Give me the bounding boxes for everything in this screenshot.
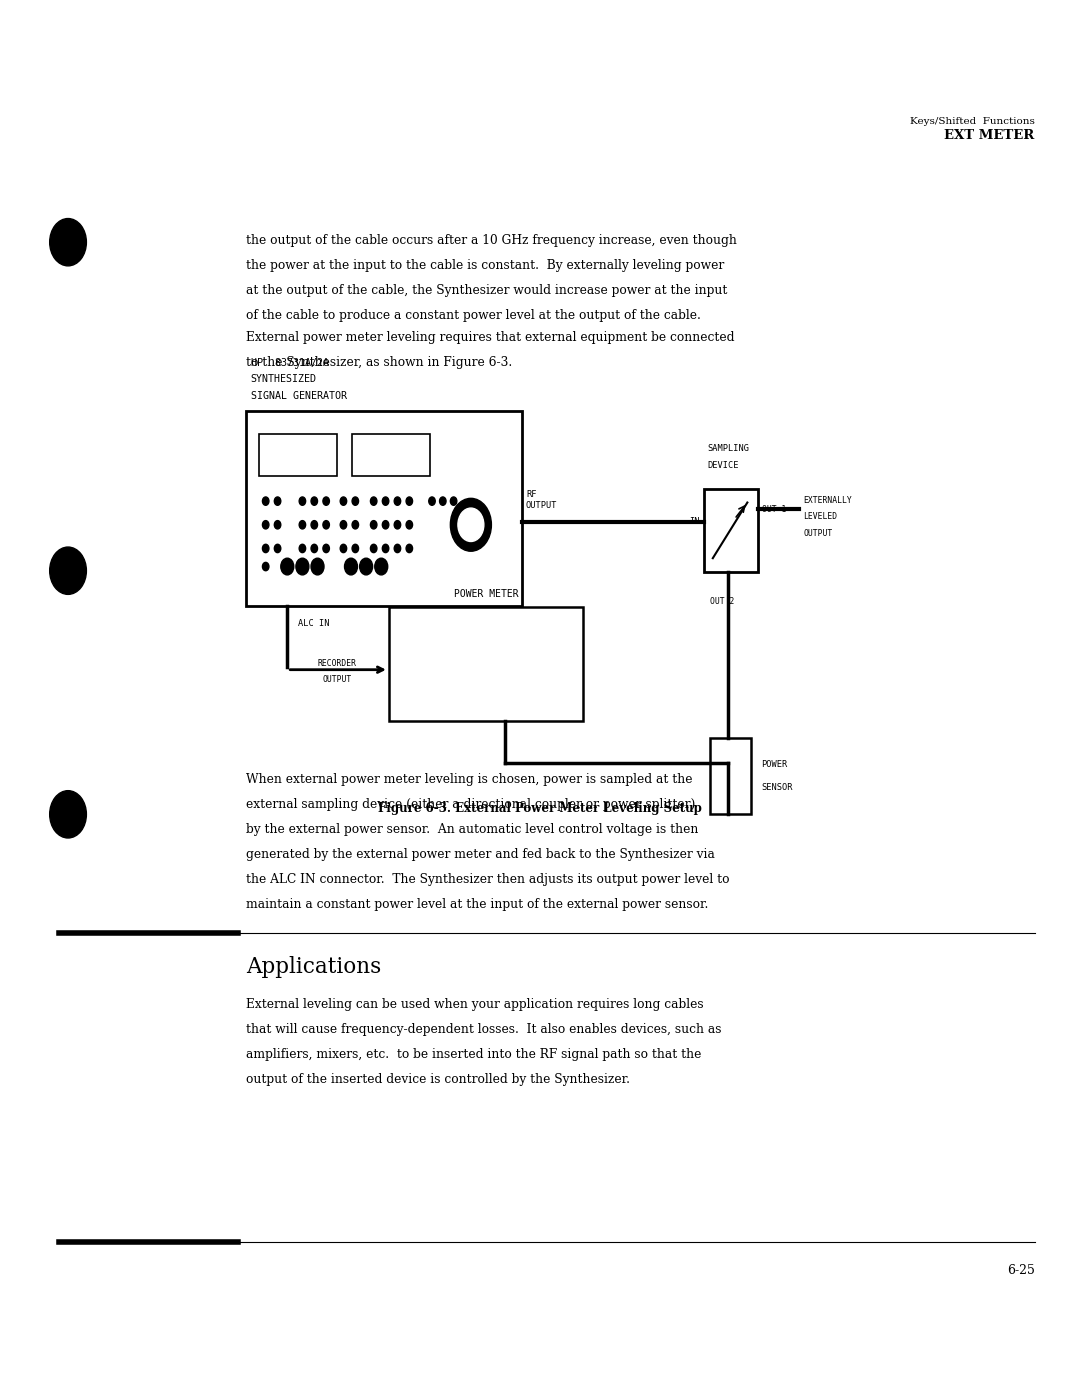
Circle shape — [50, 219, 86, 266]
FancyBboxPatch shape — [704, 489, 758, 572]
Text: POWER METER: POWER METER — [454, 589, 518, 599]
Text: External power meter leveling requires that external equipment be connected: External power meter leveling requires t… — [246, 331, 734, 344]
Text: Keys/Shifted  Functions: Keys/Shifted Functions — [909, 117, 1035, 125]
Text: 6-25: 6-25 — [1007, 1264, 1035, 1276]
Circle shape — [406, 521, 413, 529]
Circle shape — [262, 521, 269, 529]
Circle shape — [352, 497, 359, 505]
Text: Applications: Applications — [246, 956, 381, 979]
Circle shape — [50, 791, 86, 838]
Text: Figure 6-3. External Power Meter Leveling Setup: Figure 6-3. External Power Meter Levelin… — [378, 802, 702, 814]
Text: to the Synthesizer, as shown in Figure 6-3.: to the Synthesizer, as shown in Figure 6… — [246, 356, 513, 369]
Circle shape — [311, 558, 324, 575]
Text: IN: IN — [689, 518, 700, 526]
Circle shape — [323, 497, 329, 505]
Circle shape — [382, 497, 389, 505]
FancyBboxPatch shape — [259, 434, 337, 476]
Text: EXTERNALLY: EXTERNALLY — [804, 496, 852, 504]
Circle shape — [340, 497, 347, 505]
Circle shape — [375, 558, 388, 575]
Text: OUTPUT: OUTPUT — [804, 529, 833, 537]
Circle shape — [352, 521, 359, 529]
FancyBboxPatch shape — [352, 434, 430, 476]
Text: at the output of the cable, the Synthesizer would increase power at the input: at the output of the cable, the Synthesi… — [246, 284, 728, 296]
Text: maintain a constant power level at the input of the external power sensor.: maintain a constant power level at the i… — [246, 898, 708, 910]
Circle shape — [281, 558, 294, 575]
Text: OUTPUT: OUTPUT — [322, 675, 352, 685]
Circle shape — [274, 521, 281, 529]
Text: of the cable to produce a constant power level at the output of the cable.: of the cable to produce a constant power… — [246, 309, 701, 322]
FancyBboxPatch shape — [246, 411, 522, 606]
Text: HP  83731A/2A: HP 83731A/2A — [251, 358, 328, 367]
Circle shape — [406, 497, 413, 505]
Circle shape — [394, 521, 401, 529]
Text: POWER: POWER — [761, 760, 787, 768]
Circle shape — [450, 497, 457, 505]
Text: SIGNAL GENERATOR: SIGNAL GENERATOR — [251, 391, 347, 401]
Circle shape — [370, 544, 377, 553]
Circle shape — [340, 521, 347, 529]
Circle shape — [311, 544, 318, 553]
Text: When external power meter leveling is chosen, power is sampled at the: When external power meter leveling is ch… — [246, 773, 692, 785]
Text: SYNTHESIZED: SYNTHESIZED — [251, 374, 316, 384]
Circle shape — [274, 497, 281, 505]
Circle shape — [50, 547, 86, 594]
Circle shape — [311, 521, 318, 529]
Circle shape — [406, 544, 413, 553]
Text: External leveling can be used when your application requires long cables: External leveling can be used when your … — [246, 998, 704, 1011]
Circle shape — [370, 497, 377, 505]
Circle shape — [450, 498, 491, 551]
FancyBboxPatch shape — [389, 607, 583, 721]
Circle shape — [323, 544, 329, 553]
Circle shape — [440, 497, 446, 505]
Text: SENSOR: SENSOR — [761, 784, 793, 792]
Text: that will cause frequency-dependent losses.  It also enables devices, such as: that will cause frequency-dependent loss… — [246, 1023, 721, 1036]
Text: DEVICE: DEVICE — [707, 461, 739, 469]
Circle shape — [262, 562, 269, 571]
Circle shape — [394, 497, 401, 505]
Circle shape — [274, 544, 281, 553]
Circle shape — [340, 544, 347, 553]
Circle shape — [296, 558, 309, 575]
Circle shape — [458, 508, 484, 541]
Circle shape — [311, 497, 318, 505]
Text: output of the inserted device is controlled by the Synthesizer.: output of the inserted device is control… — [246, 1073, 631, 1086]
Text: generated by the external power meter and fed back to the Synthesizer via: generated by the external power meter an… — [246, 848, 715, 860]
Circle shape — [429, 497, 435, 505]
Text: by the external power sensor.  An automatic level control voltage is then: by the external power sensor. An automat… — [246, 823, 699, 835]
FancyBboxPatch shape — [710, 738, 751, 814]
Text: LEVELED: LEVELED — [804, 512, 838, 521]
Circle shape — [323, 521, 329, 529]
Circle shape — [360, 558, 373, 575]
Circle shape — [382, 544, 389, 553]
Circle shape — [345, 558, 357, 575]
Circle shape — [299, 544, 306, 553]
Text: external sampling device (either a directional coupler or power splitter): external sampling device (either a direc… — [246, 798, 696, 810]
Circle shape — [370, 521, 377, 529]
Text: OUT 2: OUT 2 — [710, 597, 734, 606]
Text: OUT 1: OUT 1 — [762, 505, 787, 514]
Circle shape — [382, 521, 389, 529]
Text: ALC IN: ALC IN — [298, 619, 329, 628]
Text: the ALC IN connector.  The Synthesizer then adjusts its output power level to: the ALC IN connector. The Synthesizer th… — [246, 873, 730, 885]
Circle shape — [299, 497, 306, 505]
Text: SAMPLING: SAMPLING — [707, 444, 750, 452]
Text: EXT METER: EXT METER — [944, 129, 1035, 142]
Circle shape — [352, 544, 359, 553]
Circle shape — [299, 521, 306, 529]
Circle shape — [394, 544, 401, 553]
Circle shape — [262, 497, 269, 505]
Text: RF: RF — [526, 490, 537, 498]
Text: the output of the cable occurs after a 10 GHz frequency increase, even though: the output of the cable occurs after a 1… — [246, 234, 738, 246]
Text: amplifiers, mixers, etc.  to be inserted into the RF signal path so that the: amplifiers, mixers, etc. to be inserted … — [246, 1048, 702, 1061]
Circle shape — [262, 544, 269, 553]
Text: RECORDER: RECORDER — [318, 658, 356, 668]
Text: OUTPUT: OUTPUT — [526, 501, 557, 509]
Text: the power at the input to the cable is constant.  By externally leveling power: the power at the input to the cable is c… — [246, 259, 725, 271]
